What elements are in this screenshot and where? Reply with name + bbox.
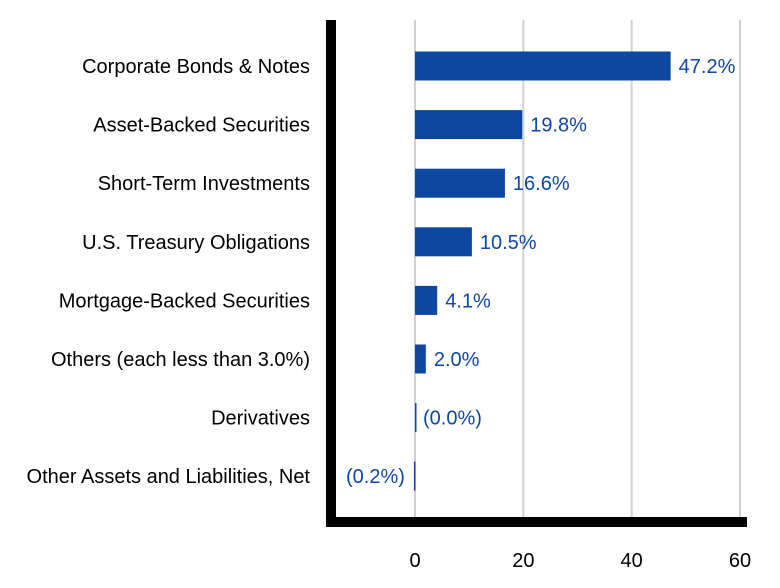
bar bbox=[415, 227, 472, 257]
bar bbox=[415, 110, 523, 140]
data-label: 4.1% bbox=[445, 290, 491, 312]
data-label: 47.2% bbox=[679, 56, 736, 78]
x-tick-label: 60 bbox=[729, 550, 751, 572]
data-label: 16.6% bbox=[513, 173, 570, 195]
bar bbox=[415, 344, 426, 374]
data-label: 2.0% bbox=[434, 349, 480, 371]
y-axis-line bbox=[326, 20, 336, 527]
x-tick-labels: 0 20 40 60 bbox=[409, 550, 751, 572]
category-label: Derivatives bbox=[211, 408, 310, 430]
x-axis-line bbox=[326, 517, 747, 527]
data-labels: 47.2% 19.8% 16.6% 10.5% 4.1% 2.0% (0.0%) (0.2%) bbox=[346, 56, 736, 488]
data-label: 10.5% bbox=[480, 232, 537, 254]
bars bbox=[413, 51, 671, 491]
category-label: U.S. Treasury Obligations bbox=[82, 232, 310, 254]
category-label: Short-Term Investments bbox=[98, 173, 310, 195]
data-label: 19.8% bbox=[530, 115, 587, 137]
bar bbox=[415, 403, 417, 433]
bar bbox=[413, 461, 416, 491]
grid-lines bbox=[414, 20, 741, 517]
axes bbox=[326, 20, 747, 527]
bar bbox=[415, 285, 438, 315]
x-tick-label: 0 bbox=[409, 550, 420, 572]
category-label: Corporate Bonds & Notes bbox=[82, 56, 310, 78]
category-label: Other Assets and Liabilities, Net bbox=[27, 466, 311, 488]
category-label: Mortgage-Backed Securities bbox=[59, 290, 310, 312]
x-tick-label: 20 bbox=[512, 550, 534, 572]
category-label: Asset-Backed Securities bbox=[93, 115, 310, 137]
data-label: (0.0%) bbox=[423, 408, 482, 430]
bar bbox=[415, 51, 671, 81]
category-label: Others (each less than 3.0%) bbox=[51, 349, 310, 371]
x-tick-label: 40 bbox=[621, 550, 643, 572]
category-labels: Corporate Bonds & Notes Asset-Backed Secu… bbox=[27, 56, 311, 488]
data-label: (0.2%) bbox=[346, 466, 405, 488]
bar bbox=[415, 168, 505, 198]
